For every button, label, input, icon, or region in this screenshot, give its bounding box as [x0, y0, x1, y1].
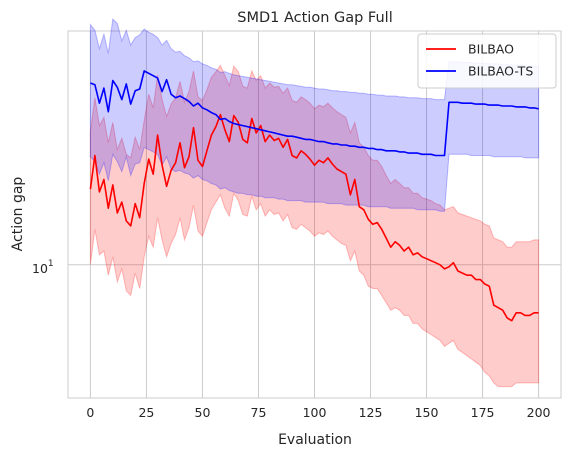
legend-box: [417, 33, 557, 89]
x-tick-label: 0: [86, 405, 94, 420]
x-tick-label: 75: [251, 405, 267, 420]
x-tick-label: 175: [471, 405, 495, 420]
x-tick-label: 200: [527, 405, 551, 420]
legend-label-bilbao-ts: BILBAO-TS: [468, 64, 533, 79]
legend: BILBAO BILBAO-TS: [417, 33, 557, 89]
x-tick-label: 150: [415, 405, 439, 420]
y-tick-label: 101: [32, 259, 54, 276]
legend-label-bilbao: BILBAO: [468, 42, 514, 57]
bilbao-ts-line: [90, 70, 539, 157]
confidence-bands: [89, 18, 540, 388]
x-tick-label: 100: [303, 405, 327, 420]
x-tick-label: 50: [195, 405, 211, 420]
x-tick-label: 25: [138, 405, 154, 420]
y-tick-labels: 101: [32, 259, 54, 276]
y-axis-label: Action gap: [10, 177, 26, 252]
x-tick-labels: 0 25 50 75 100 125 150 175 200: [86, 405, 550, 420]
grid-lines: [68, 31, 561, 398]
x-tick-label: 125: [359, 405, 383, 420]
bilbao-band: [89, 64, 540, 388]
x-axis-label: Evaluation: [278, 432, 352, 448]
bilbao-line: [89, 113, 539, 322]
series-lines: [89, 70, 539, 322]
bilbao-ts-band: [89, 18, 540, 212]
chart-title: SMD1 Action Gap Full: [237, 10, 392, 26]
